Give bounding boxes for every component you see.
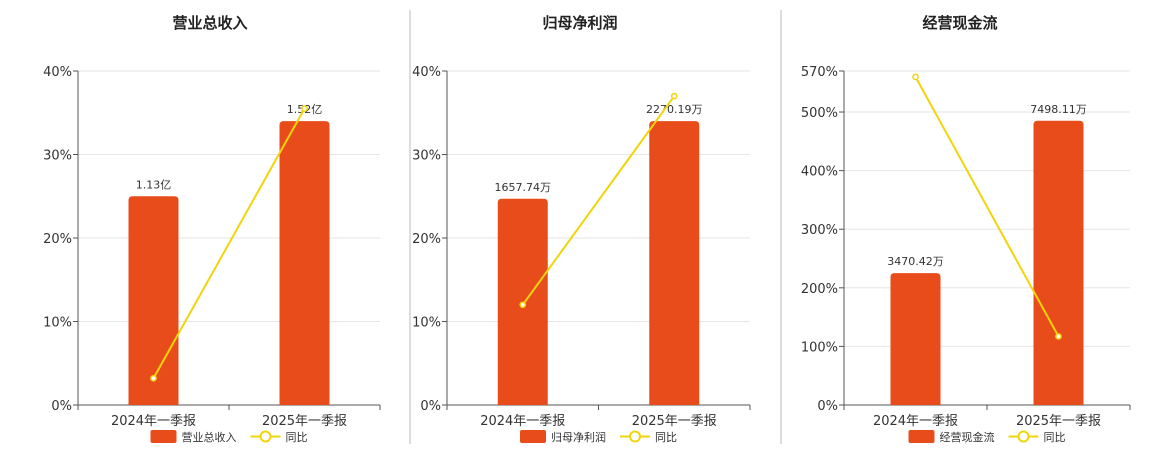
y-tick-label: 40%	[43, 65, 72, 80]
yoy-point	[150, 374, 157, 382]
x-tick-label: 2025年一季报	[632, 414, 717, 429]
y-tick-label: 40%	[412, 65, 441, 80]
legend-bar-label: 归母净利润	[551, 430, 606, 444]
chart-panel-2: 归母净利润 0% 10% 20% 30% 40% 1657.74万 2270.19万 2024年…	[412, 14, 751, 444]
legend-line-label: 同比	[1044, 431, 1066, 444]
y-tick-label: 300%	[801, 223, 838, 238]
y-tick-label: 10%	[43, 316, 72, 331]
bar	[128, 196, 179, 405]
legend-bar-swatch	[520, 430, 546, 443]
legend-line-marker	[1017, 430, 1030, 443]
yoy-line	[914, 76, 1060, 337]
yoy-line	[521, 95, 676, 306]
yoy-point	[670, 92, 678, 100]
y-tick-label: 0%	[817, 399, 838, 414]
chart-panel-3: 经营现金流 0% 100% 200% 300% 400% 500% 570% 3470.42万 7…	[801, 14, 1131, 444]
y-tick-label: 30%	[43, 149, 72, 164]
chart-title: 营业总收入	[172, 14, 247, 32]
legend: 归母净利润 同比	[520, 430, 677, 444]
legend-line-marker	[259, 430, 272, 443]
bar-data-label: 1657.74万	[495, 181, 552, 194]
y-tick-label: 0%	[51, 399, 72, 414]
y-tick-label: 20%	[43, 232, 72, 247]
chart-title: 归母净利润	[542, 14, 617, 32]
legend-bar-swatch	[908, 430, 935, 443]
legend: 经营现金流 同比	[908, 430, 1066, 444]
chart-title: 经营现金流	[922, 14, 997, 32]
legend-line-marker	[629, 430, 641, 443]
chart-panel-1: 营业总收入0%10%20%30%40%1.13亿1.52亿2024年一季报202…	[43, 14, 381, 444]
y-tick-label: 20%	[412, 232, 441, 247]
y-tick-label: 30%	[412, 149, 441, 164]
legend-bar-swatch	[150, 430, 177, 443]
x-tick-label: 2025年一季报	[1016, 414, 1101, 429]
y-tick-label: 570%	[801, 65, 838, 80]
legend-line-label: 同比	[286, 431, 308, 444]
legend: 营业总收入 同比	[150, 430, 308, 444]
yoy-point	[912, 73, 919, 81]
x-tick-label: 2024年一季报	[480, 414, 565, 429]
y-tick-label: 400%	[801, 165, 838, 180]
legend-bar-label: 经营现金流	[940, 430, 995, 444]
bar	[279, 121, 330, 405]
y-tick-label: 200%	[801, 282, 838, 297]
bar	[1033, 120, 1084, 406]
y-tick-label: 500%	[801, 106, 838, 121]
yoy-line	[152, 108, 306, 379]
yoy-point	[519, 301, 527, 309]
legend-bar-label: 营业总收入	[182, 430, 237, 444]
y-tick-label: 10%	[412, 316, 441, 331]
bar-data-label: 7498.11万	[1030, 103, 1087, 116]
bar-data-label: 1.13亿	[136, 178, 172, 191]
bar-data-label: 2270.19万	[646, 103, 703, 116]
yoy-point	[301, 105, 308, 112]
bar-data-label: 3470.42万	[887, 255, 944, 268]
y-tick-label: 0%	[420, 399, 441, 414]
x-tick-label: 2025年一季报	[262, 414, 347, 429]
yoy-point	[1055, 333, 1062, 340]
bar	[649, 121, 700, 405]
x-tick-label: 2024年一季报	[111, 414, 196, 429]
legend-line-label: 同比	[655, 431, 677, 444]
y-tick-label: 100%	[801, 340, 838, 355]
x-tick-label: 2024年一季报	[873, 414, 958, 429]
bar	[890, 273, 941, 405]
